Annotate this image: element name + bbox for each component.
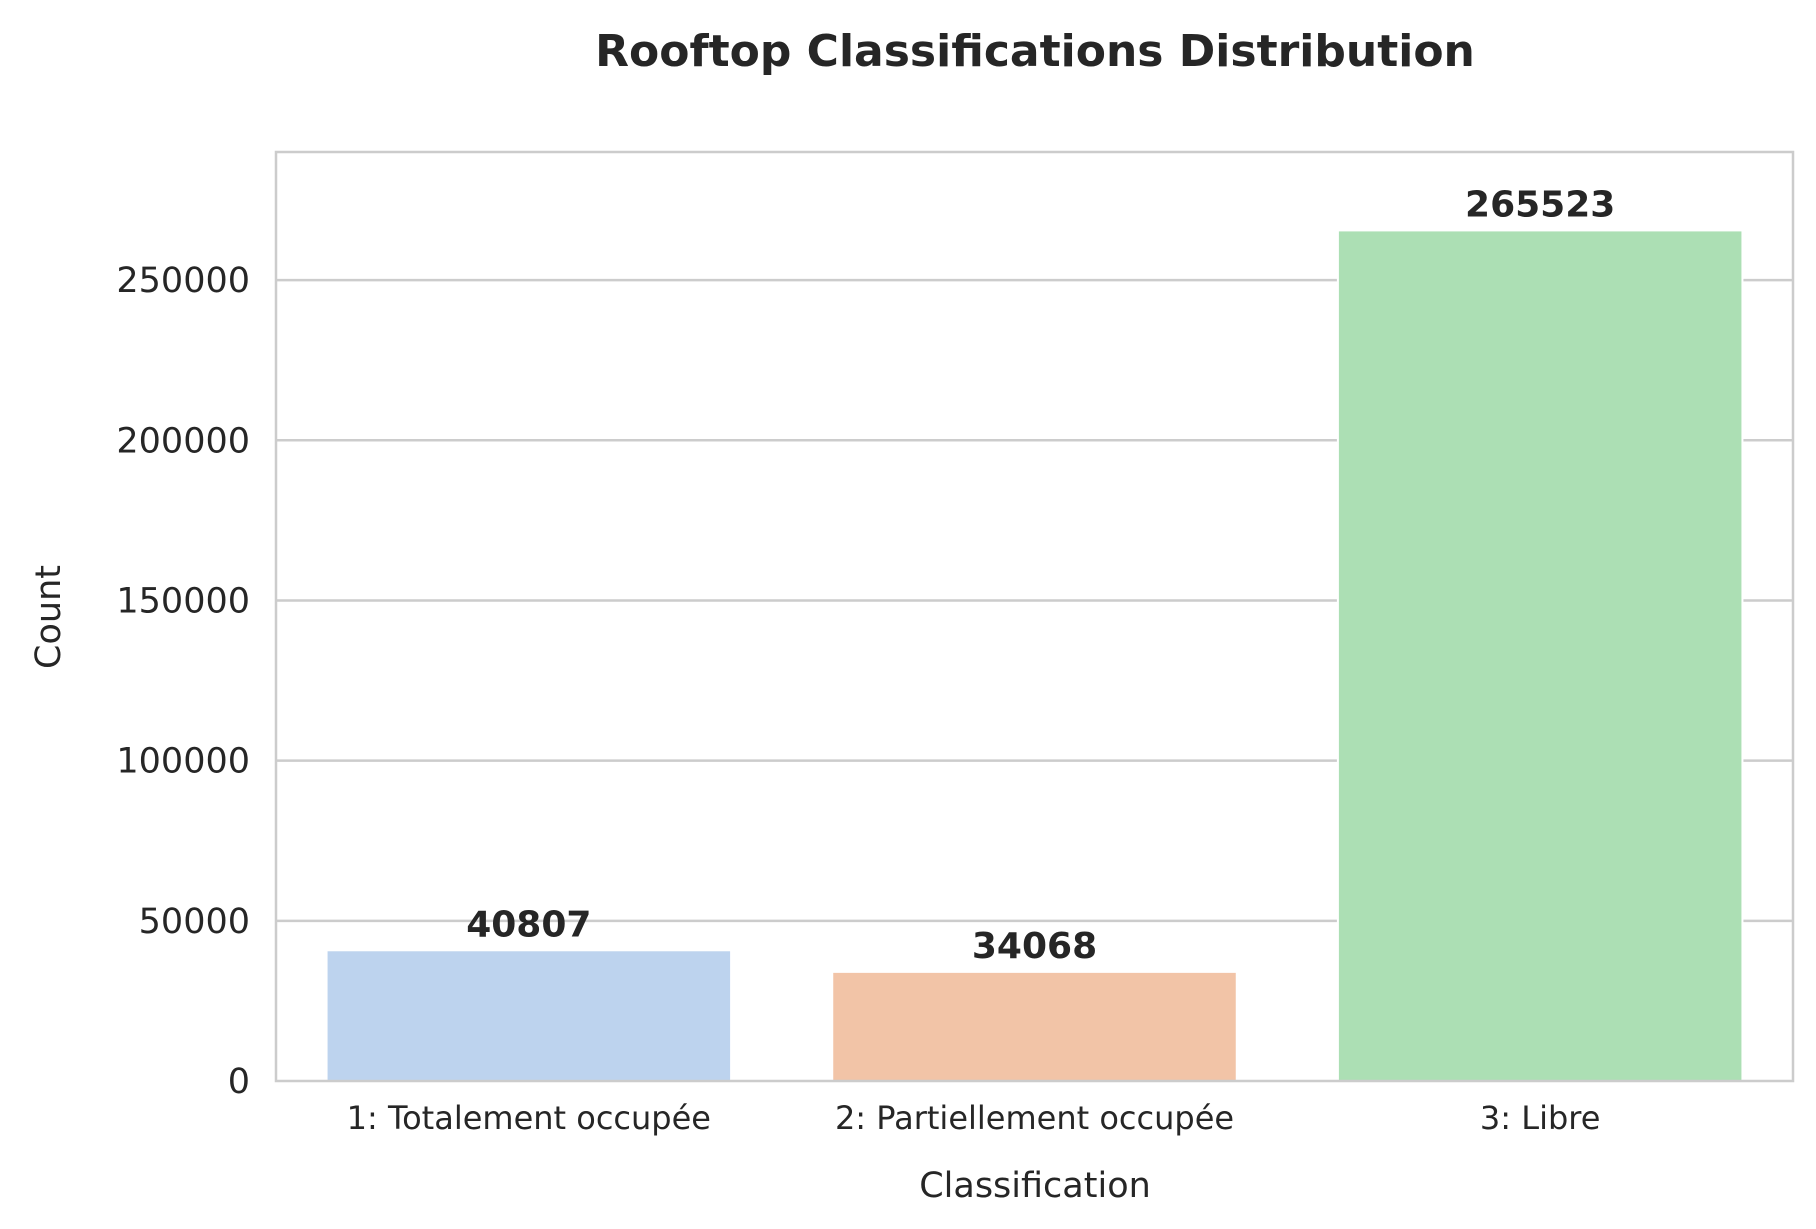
x-tick-label: 2: Partiellement occupée — [835, 1099, 1234, 1137]
bar — [1336, 229, 1744, 1082]
bar — [831, 970, 1238, 1083]
y-tick-label: 50000 — [139, 902, 250, 942]
y-tick-labels: 0 50000 100000 150000 200000 250000 — [116, 261, 250, 1102]
bar-value-label: 34068 — [972, 926, 1097, 967]
y-axis-label: Count — [29, 565, 69, 669]
bars — [325, 229, 1744, 1083]
y-tick-label: 100000 — [116, 742, 250, 782]
y-tick-label: 0 — [228, 1062, 250, 1102]
bar-value-label: 40807 — [466, 904, 591, 945]
x-axis-label: Classification — [919, 1166, 1151, 1206]
bar — [325, 949, 733, 1083]
plot-area-frame — [274, 150, 1795, 1083]
y-tick-label: 200000 — [116, 421, 250, 461]
y-tick-label: 150000 — [116, 581, 250, 621]
chart-title: Rooftop Classifications Distribution — [595, 26, 1475, 77]
x-tick-label: 1: Totalement occupée — [347, 1099, 711, 1137]
y-tick-label: 250000 — [116, 261, 250, 301]
x-tick-label: 3: Libre — [1480, 1099, 1600, 1137]
data-labels: 40807 34068 265523 — [466, 184, 1615, 966]
x-tick-labels: 1: Totalement occupée 2: Partiellement oc… — [347, 1099, 1601, 1137]
bar-value-label: 265523 — [1465, 184, 1615, 225]
